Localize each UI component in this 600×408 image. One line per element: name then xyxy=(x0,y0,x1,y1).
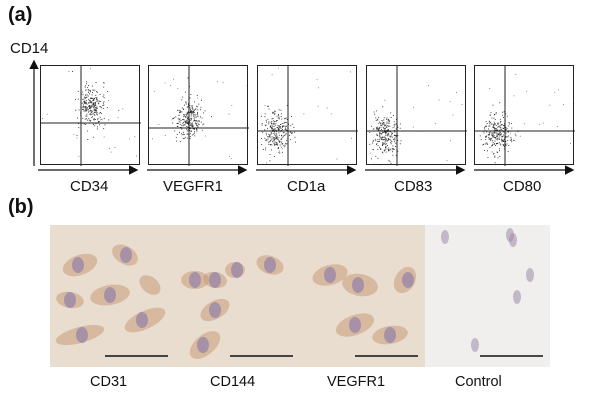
cell-nucleus xyxy=(352,277,364,293)
panel-a-label: (a) xyxy=(8,4,33,26)
cell-nucleus xyxy=(264,257,276,273)
flow-plot-cd83 xyxy=(366,65,467,166)
cell-nucleus xyxy=(231,262,243,278)
y-axis-label: CD14 xyxy=(10,40,49,57)
stain-label-cd144: CD144 xyxy=(210,374,256,390)
x-label-cd80: CD80 xyxy=(503,178,542,195)
cell-nucleus xyxy=(104,287,116,303)
cell-nucleus xyxy=(513,290,521,304)
x-label-cd34: CD34 xyxy=(70,178,109,195)
cell-nucleus xyxy=(76,327,88,343)
x-label-cd83: CD83 xyxy=(394,178,433,195)
micrograph-vegfr1 xyxy=(300,225,425,367)
cell-nucleus xyxy=(189,272,201,288)
cell-nucleus xyxy=(197,337,209,353)
x-label-vegfr1: VEGFR1 xyxy=(163,178,224,195)
flow-plot-cd1a xyxy=(257,65,358,166)
panel-b-label: (b) xyxy=(8,196,34,218)
cell-nucleus xyxy=(384,327,396,343)
micrograph-cd144 xyxy=(175,225,300,367)
cell-nucleus xyxy=(324,267,336,283)
micrograph-cd31 xyxy=(50,225,175,367)
micrograph-control xyxy=(425,225,550,367)
flow-plot-vegfr1 xyxy=(148,65,249,166)
cell-nucleus xyxy=(209,272,221,288)
cell-nucleus xyxy=(526,268,534,282)
cell-nucleus xyxy=(72,257,84,273)
stain-label-vegfr1: VEGFR1 xyxy=(327,374,386,390)
flow-plot-cd80 xyxy=(474,65,575,166)
cell-nucleus xyxy=(209,302,221,318)
cell-nucleus xyxy=(471,338,479,352)
cell-nucleus xyxy=(506,228,514,242)
flow-plot-cd34 xyxy=(40,65,141,166)
stain-label-control: Control xyxy=(455,374,502,390)
cell-nucleus xyxy=(441,230,449,244)
cell-body xyxy=(139,275,161,295)
cell-nucleus xyxy=(120,247,132,263)
cell-nucleus xyxy=(349,317,361,333)
x-label-cd1a: CD1a xyxy=(287,178,326,195)
cell-nucleus xyxy=(136,312,148,328)
cell-nucleus xyxy=(64,292,76,308)
cell-nucleus xyxy=(402,272,414,288)
stain-label-cd31: CD31 xyxy=(90,374,128,390)
